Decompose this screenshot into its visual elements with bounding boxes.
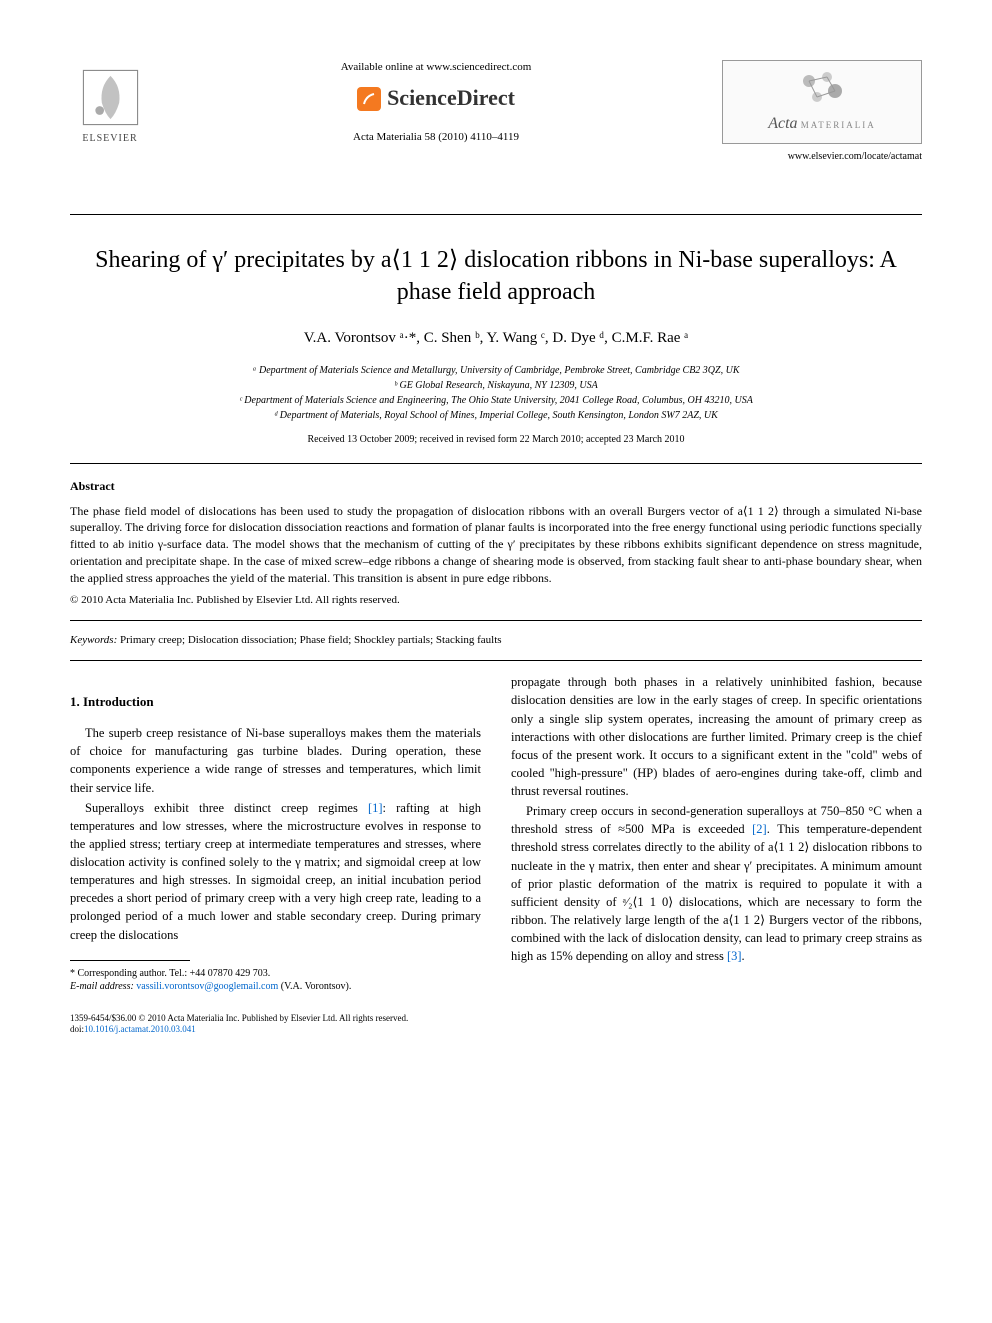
footnote-separator: [70, 960, 190, 961]
elsevier-tree-icon: [78, 65, 143, 130]
intro-p2-a: Superalloys exhibit three distinct creep…: [85, 801, 368, 815]
corresponding-author: * Corresponding author. Tel.: +44 07870 …: [70, 967, 481, 980]
column-right: propagate through both phases in a relat…: [511, 673, 922, 992]
ref-link-3[interactable]: [3]: [727, 949, 742, 963]
acta-box: Acta MATERIALIA: [722, 60, 922, 144]
intro-p1: The superb creep resistance of Ni-base s…: [70, 724, 481, 797]
intro-p2-b: : rafting at high temperatures and low s…: [70, 801, 481, 942]
email-line: E-mail address: vassili.vorontsov@google…: [70, 980, 481, 993]
footer-copyright: 1359-6454/$36.00 © 2010 Acta Materialia …: [70, 1013, 922, 1025]
intro-p2: Superalloys exhibit three distinct creep…: [70, 799, 481, 944]
doi-label: doi:: [70, 1024, 84, 1034]
intro-p3: Primary creep occurs in second-generatio…: [511, 802, 922, 965]
affiliation-a: ᵃ Department of Materials Science and Me…: [70, 363, 922, 378]
affiliation-c: ᶜ Department of Materials Science and En…: [70, 393, 922, 408]
publisher-name: ELSEVIER: [82, 132, 137, 146]
affiliation-b: ᵇ GE Global Research, Niskayuna, NY 1230…: [70, 378, 922, 393]
authors-line: V.A. Vorontsov ᵃ·*, C. Shen ᵇ, Y. Wang ᶜ…: [70, 328, 922, 349]
acta-container: Acta MATERIALIA www.elsevier.com/locate/…: [722, 60, 922, 194]
email-address[interactable]: vassili.vorontsov@googlemail.com: [136, 981, 278, 992]
email-attribution: (V.A. Vorontsov).: [281, 981, 352, 992]
journal-url: www.elsevier.com/locate/actamat: [722, 150, 922, 164]
intro-p3-b: . This temperature-dependent threshold s…: [511, 822, 922, 963]
abstract-heading: Abstract: [70, 478, 922, 495]
submission-dates: Received 13 October 2009; received in re…: [70, 433, 922, 447]
email-label: E-mail address:: [70, 981, 134, 992]
divider-top: [70, 214, 922, 215]
divider-abstract-top: [70, 463, 922, 464]
footer: 1359-6454/$36.00 © 2010 Acta Materialia …: [70, 1013, 922, 1036]
sd-icon: [357, 87, 381, 111]
available-online-text: Available online at www.sciencedirect.co…: [170, 60, 702, 75]
header-row: ELSEVIER Available online at www.science…: [70, 60, 922, 194]
ref-link-1[interactable]: [1]: [368, 801, 383, 815]
divider-keywords: [70, 660, 922, 661]
sciencedirect-text: ScienceDirect: [387, 83, 515, 114]
ref-link-2[interactable]: [2]: [752, 822, 767, 836]
keywords-list: Primary creep; Dislocation dissociation;…: [120, 634, 502, 646]
sciencedirect-logo: ScienceDirect: [170, 83, 702, 114]
acta-title: Acta: [768, 115, 797, 132]
affiliations: ᵃ Department of Materials Science and Me…: [70, 363, 922, 423]
column-left: 1. Introduction The superb creep resista…: [70, 673, 481, 992]
abstract-copyright: © 2010 Acta Materialia Inc. Published by…: [70, 593, 922, 608]
keywords-row: Keywords: Primary creep; Dislocation dis…: [70, 633, 922, 648]
affiliation-d: ᵈ Department of Materials, Royal School …: [70, 408, 922, 423]
section-1-heading: 1. Introduction: [70, 693, 481, 712]
journal-reference: Acta Materialia 58 (2010) 4110–4119: [170, 130, 702, 145]
doi-link[interactable]: 10.1016/j.actamat.2010.03.041: [84, 1024, 196, 1034]
intro-p3-c: .: [742, 949, 745, 963]
keywords-label: Keywords:: [70, 634, 117, 646]
footer-doi: doi:10.1016/j.actamat.2010.03.041: [70, 1024, 922, 1036]
center-header: Available online at www.sciencedirect.co…: [150, 60, 722, 146]
intro-p2-cont: propagate through both phases in a relat…: [511, 673, 922, 800]
body-columns: 1. Introduction The superb creep resista…: [70, 673, 922, 992]
acta-molecule-icon: [797, 69, 847, 109]
elsevier-logo: ELSEVIER: [70, 60, 150, 150]
article-title: Shearing of γ′ precipitates by a⟨1 1 2⟩ …: [70, 245, 922, 307]
divider-abstract-bottom: [70, 620, 922, 621]
acta-subtitle: MATERIALIA: [801, 120, 876, 130]
abstract-body: The phase field model of dislocations ha…: [70, 503, 922, 587]
